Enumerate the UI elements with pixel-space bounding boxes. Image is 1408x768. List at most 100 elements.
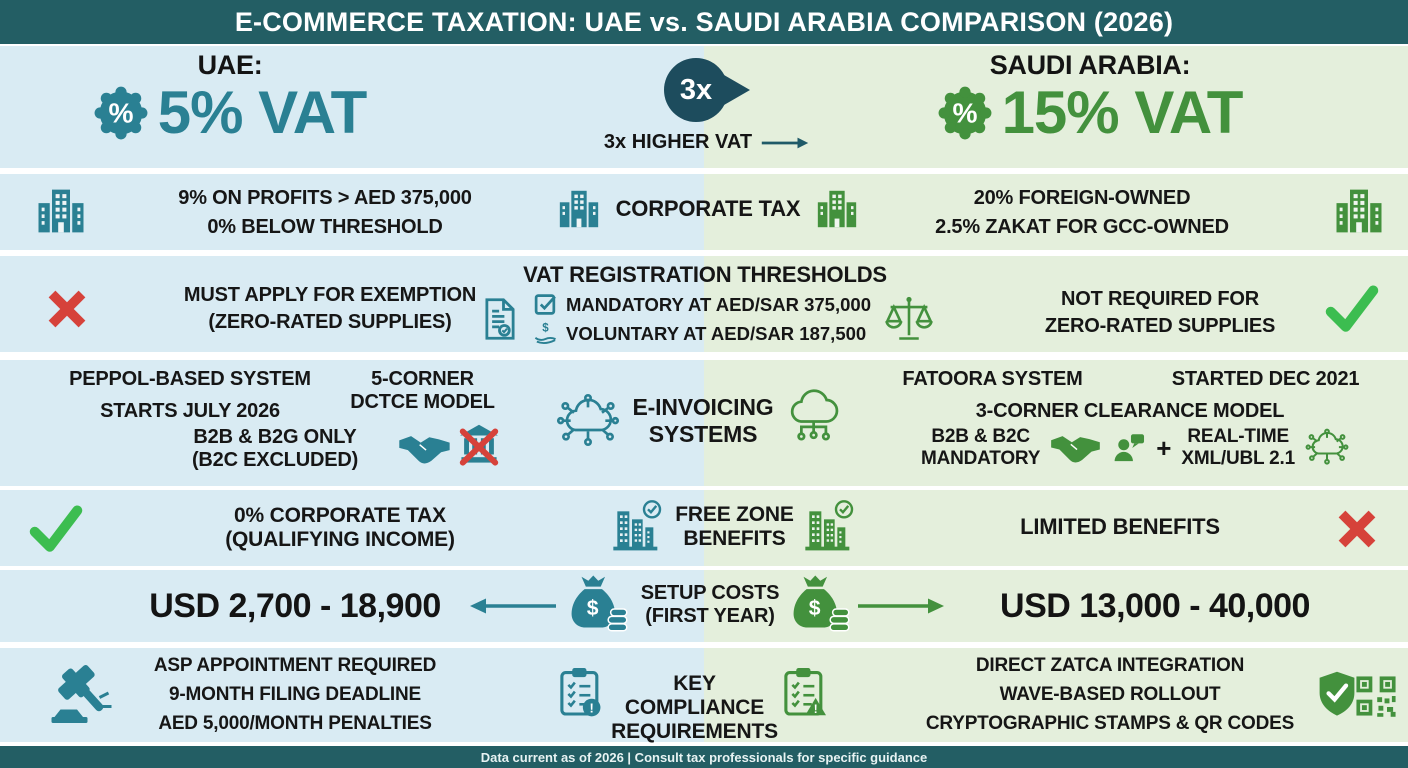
ksa-threshold-text: NOT REQUIRED FOR ZERO-RATED SUPPLIES [985,288,1335,338]
multiplier-value: 3x [679,73,713,106]
row-einvoicing: PEPPOL-BASED SYSTEM STARTS JULY 2026 5-C… [0,360,1408,486]
building-icon [34,184,88,238]
uae-compliance-list: ASP APPOINTMENT REQUIRED 9-MONTH FILING … [125,655,465,735]
corporate-tax-title-group: CORPORATE TAX [548,186,868,232]
percent-badge-icon: % [94,86,148,140]
row-corporate-tax: 9% ON PROFITS > AED 375,000 0% BELOW THR… [0,174,1408,250]
exclamation-glyph: ! [814,703,818,716]
percent-glyph: % [108,98,133,129]
ksa-scope-text: B2B & B2C MANDATORY [920,426,1041,469]
scales-icon [883,294,935,344]
exclamation-glyph: ! [589,701,593,716]
multiplier-circle: 3x [664,58,728,122]
cross-icon [38,280,96,338]
dollar-glyph: $ [542,323,549,335]
uae-ct-line1: 9% ON PROFITS > AED 375,000 [178,187,472,209]
ksa-vat-rate: % 15% VAT [938,83,1243,143]
ksa-setup-cost: USD 13,000 - 40,000 [1000,587,1310,625]
uae-freezone-text: 0% CORPORATE TAX (QUALIFYING INCOME) [225,504,455,551]
page-title: E-COMMERCE TAXATION: UAE vs. SAUDI ARABI… [234,6,1174,37]
starts-line: STARTS JULY 2026 [100,400,280,422]
ksa-compliance-line: DIRECT ZATCA INTEGRATION [975,655,1245,676]
ksa-einv-model: 3-CORNER CLEARANCE MODEL [975,400,1285,422]
ksa-th-line2: ZERO-RATED SUPPLIES [1044,315,1276,337]
row-setup-costs: USD 2,700 - 18,900 $ SETUP COSTS (FIRST … [0,570,1408,642]
mandatory-threshold: MANDATORY AT AED/SAR 375,000 [533,292,871,317]
multiplier-caption: 3x HIGHER VAT [604,131,810,154]
checkbox-icon [533,292,558,317]
mandatory-text: MANDATORY AT AED/SAR 375,000 [566,293,871,315]
uae-th-line1: MUST APPLY FOR EXEMPTION [183,284,477,306]
setup-costs-title: SETUP COSTS (FIRST YEAR) [640,582,780,627]
voluntary-text: VOLUNTARY AT AED/SAR 187,500 [566,322,867,344]
cross-icon [1328,500,1386,558]
uae-label: UAE: [197,50,263,80]
building-icon [814,186,860,232]
network-cloud-icon [1305,426,1349,470]
person-chat-icon [1112,432,1146,464]
ksa-compliance-list: DIRECT ZATCA INTEGRATION WAVE-BASED ROLL… [895,655,1325,735]
ksa-tech-text: REAL-TIME XML/UBL 2.1 [1181,426,1295,469]
uae-compliance-line: ASP APPOINTMENT REQUIRED [153,655,437,676]
ksa-vat-value: 15% VAT [1001,79,1244,146]
ksa-th-line1: NOT REQUIRED FOR [1061,288,1259,310]
footer-text: Data current as of 2026 | Consult tax pr… [480,749,928,765]
row-vat-thresholds: MUST APPLY FOR EXEMPTION (ZERO-RATED SUP… [0,256,1408,352]
uae-vat-value: 5% VAT [157,79,367,146]
multiplier-caption-text: 3x HIGHER VAT [603,131,753,153]
uae-compliance-line: AED 5,000/MONTH PENALTIES [158,713,432,734]
thresholds-detail: MANDATORY AT AED/SAR 375,000 $ VOLUNTARY… [468,292,946,346]
uae-corporate-tax: 9% ON PROFITS > AED 375,000 0% BELOW THR… [110,187,540,239]
money-bag-icon: $ [566,574,628,634]
money-bag-icon: $ [788,574,850,634]
dollar-glyph: $ [587,597,599,620]
handshake-icon [398,434,452,464]
row-free-zone: 0% CORPORATE TAX (QUALIFYING INCOME) FRE… [0,490,1408,566]
ksa-label: SAUDI ARABIA: [989,50,1191,80]
ksa-einv-system: FATOORA SYSTEM [902,368,1083,390]
multiplier-badge: 3x [664,58,750,122]
voluntary-threshold: $ VOLUNTARY AT AED/SAR 187,500 [533,321,866,346]
cloud-network-icon [782,386,848,446]
arrow-right-icon [760,136,810,150]
uae-th-line2: (ZERO-RATED SUPPLIES) [208,311,452,333]
ksa-ct-line1: 20% FOREIGN-OWNED [973,187,1191,209]
percent-badge-icon: % [938,86,992,140]
uae-einv-model: 5-CORNER DCTCE MODEL [350,368,495,413]
uae-setup-cost: USD 2,700 - 18,900 [149,587,441,625]
vat-multiplier-group: 3x 3x HIGHER VAT [604,58,809,154]
city-check-icon [800,498,856,554]
row-vat-rates: UAE: % 5% VAT 3x 3x HIGHER VAT [0,46,1408,168]
row-compliance: ASP APPOINTMENT REQUIRED 9-MONTH FILING … [0,648,1408,743]
ksa-einv-scope: B2B & B2C MANDATORY + REAL-TIME XML/UBL … [890,426,1380,470]
network-cloud-icon [556,390,620,454]
building-icon [1332,184,1386,238]
uae-einv-scope: B2B & B2G ONLY (B2C EXCLUDED) [191,426,359,471]
handshake-icon [1050,434,1102,463]
dollar-hand-icon: $ [533,321,558,346]
ksa-ct-line2: 2.5% ZAKAT FOR GCC-OWNED [935,216,1229,238]
compliance-title: KEY COMPLIANCE REQUIREMENTS [611,672,778,743]
ksa-corporate-tax: 20% FOREIGN-OWNED 2.5% ZAKAT FOR GCC-OWN… [862,187,1302,239]
arrow-left-icon [468,597,558,615]
uae-ct-line2: 0% BELOW THRESHOLD [207,216,443,238]
freezone-title: FREE ZONE BENEFITS [675,503,794,550]
check-icon [1322,278,1382,338]
clipboard-alert-icon: ! [558,666,602,718]
dollar-glyph: $ [809,597,821,620]
thresholds-title: VAT REGISTRATION THRESHOLDS [523,262,887,287]
ksa-einv-started: STARTED DEC 2021 [1171,368,1360,390]
corporate-tax-title: CORPORATE TAX [615,196,801,221]
percent-glyph: % [952,98,977,129]
arrow-right-icon [856,597,946,615]
multiplier-arrow-icon [724,75,750,105]
invoice-document-icon [479,295,521,343]
building-icon [556,186,602,232]
ksa-compliance-line: CRYPTOGRAPHIC STAMPS & QR CODES [925,713,1295,734]
shield-check-icon [1316,670,1358,718]
clipboard-warning-icon: ! [782,666,826,718]
qr-code-icon [1354,674,1398,718]
uae-compliance-line: 9-MONTH FILING DEADLINE [169,684,421,705]
ksa-freezone-text: LIMITED BENEFITS [1020,514,1220,539]
